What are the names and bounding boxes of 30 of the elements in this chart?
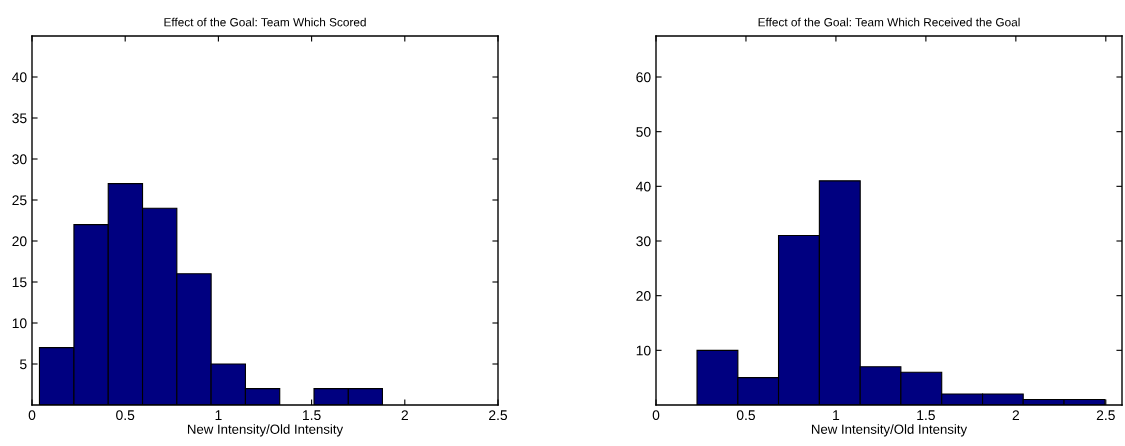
y-tick-label: 20 [12,236,27,247]
y-tick-label: 35 [12,113,27,124]
y-tick-label: 10 [12,318,27,329]
y-tick-label: 60 [636,72,651,83]
x-axis-title: New Intensity/Old Intensity [811,424,968,437]
y-tick-label: 5 [19,359,27,370]
y-tick-label: 30 [636,236,651,247]
x-tick-label: 0 [28,410,36,421]
x-tick-label: 2 [1012,410,1020,420]
x-tick-label: 2.5 [489,410,508,421]
x-tick-label: 0 [652,410,660,421]
x-tick-label: 0.5 [116,410,135,421]
x-tick-label: 0.5 [736,410,756,421]
x-tick-label: 2.5 [1096,410,1115,421]
x-tick-label: 2 [401,410,408,420]
x-tick-label: 1.5 [917,410,935,421]
y-tick-label: 50 [636,127,651,137]
y-tick-label: 20 [636,291,651,301]
x-axis-title: New Intensity/Old Intensity [187,424,344,437]
y-tick-label: 40 [636,181,651,192]
chart-title: Effect of the Goal: Team Which Scored [164,17,366,27]
y-tick-label: 25 [12,195,27,206]
x-tick-label: 1 [215,410,222,420]
y-tick-label: 40 [12,72,27,83]
y-tick-label: 10 [636,345,651,356]
x-tick-label: 1.5 [303,410,321,421]
chart-title: Effect of the Goal: Team Which Received the Goal [758,17,1020,27]
y-tick-label: 15 [12,277,27,288]
y-tick-label: 30 [12,154,27,165]
x-tick-label: 1 [833,410,840,420]
